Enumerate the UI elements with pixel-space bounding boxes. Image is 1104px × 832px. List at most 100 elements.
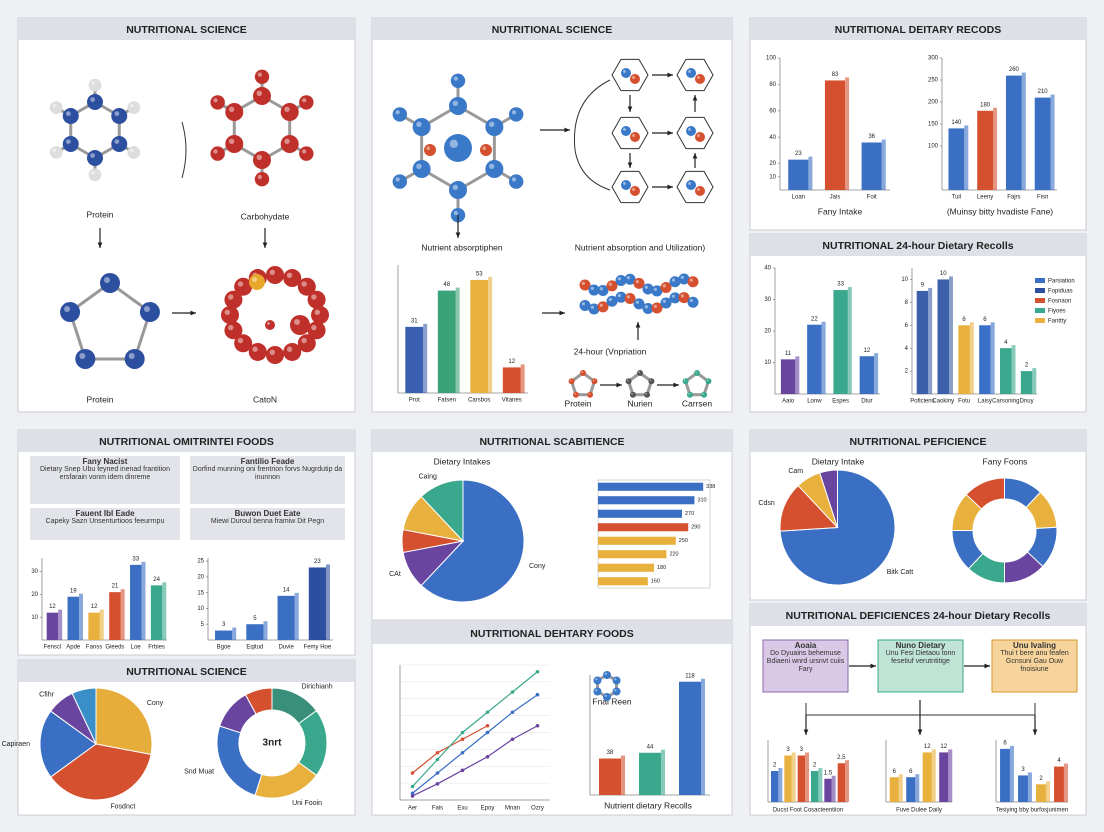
x-tick-label: Fais bbox=[432, 806, 443, 812]
label: Carbohydate bbox=[241, 211, 290, 221]
value-label: 33 bbox=[132, 556, 139, 562]
atom bbox=[660, 297, 672, 309]
atom-shine bbox=[511, 177, 517, 182]
atom-shine bbox=[257, 72, 262, 77]
atom bbox=[603, 671, 611, 679]
value-label: 6 bbox=[962, 317, 966, 323]
atom-shine bbox=[595, 689, 598, 692]
atom-shine bbox=[588, 392, 591, 395]
arrow-head bbox=[1032, 729, 1038, 735]
value-label: 2 bbox=[1039, 776, 1043, 782]
slice bbox=[420, 479, 525, 603]
atom bbox=[62, 136, 79, 152]
value-label: 260 bbox=[1009, 67, 1020, 73]
atom bbox=[444, 134, 472, 162]
text-box-text: Do Dyuains behemuse Bdiaeni wnrd ursnvt … bbox=[766, 650, 845, 673]
atom bbox=[392, 174, 408, 189]
bar-side bbox=[325, 564, 330, 640]
value-label: 270 bbox=[685, 511, 694, 517]
atom bbox=[687, 296, 699, 308]
atom-shine bbox=[286, 272, 293, 279]
bar bbox=[939, 752, 949, 802]
bar-side bbox=[141, 561, 146, 640]
x-tick-label: Prot bbox=[409, 398, 420, 404]
x-tick-label: Loe bbox=[131, 645, 142, 651]
atom bbox=[124, 348, 145, 369]
panel-title-bar bbox=[18, 18, 355, 40]
bar bbox=[824, 778, 832, 802]
bar bbox=[215, 630, 233, 640]
panel-title-bar bbox=[750, 604, 1086, 626]
atom bbox=[248, 342, 267, 361]
atom bbox=[606, 280, 618, 292]
atom-shine bbox=[252, 346, 258, 352]
arrow-head bbox=[667, 130, 673, 136]
atom-shine bbox=[604, 694, 607, 697]
bar bbox=[130, 564, 142, 640]
atom bbox=[651, 302, 663, 314]
arrow-head bbox=[692, 153, 698, 159]
value-label: 12 bbox=[91, 604, 98, 610]
atom bbox=[224, 290, 243, 309]
atom bbox=[485, 118, 504, 136]
atom bbox=[412, 160, 431, 178]
atom-shine bbox=[65, 139, 71, 145]
bar-side bbox=[845, 760, 849, 802]
line bbox=[412, 671, 538, 787]
x-tick-label: Gieeds bbox=[105, 645, 124, 651]
atom bbox=[597, 284, 609, 296]
atom bbox=[297, 334, 316, 353]
atom-shine bbox=[104, 277, 110, 283]
y-tick-label: 6 bbox=[905, 323, 909, 329]
atom-shine bbox=[623, 128, 626, 131]
atom-shine bbox=[395, 110, 400, 115]
atom bbox=[225, 103, 244, 121]
y-tick-label: 300 bbox=[928, 56, 939, 62]
arrow-head bbox=[97, 242, 103, 248]
bar bbox=[784, 755, 792, 802]
x-tick-label: Loan bbox=[792, 195, 805, 201]
caption: Fuve Dulee Daily bbox=[896, 808, 942, 814]
text-box-title: Nuno Dietary bbox=[895, 642, 946, 650]
value-label: 44 bbox=[647, 744, 654, 750]
atom bbox=[660, 281, 672, 293]
panel-title: NUTRITIONAL PEFICIENCE bbox=[850, 436, 987, 448]
atom-shine bbox=[511, 110, 517, 115]
x-tick-label: Ozry bbox=[531, 806, 544, 812]
value-label: 1.5 bbox=[824, 770, 833, 776]
x-tick-label: Fatsen bbox=[438, 398, 456, 404]
atom bbox=[572, 391, 579, 398]
bar bbox=[598, 536, 676, 545]
y-tick-label: 20 bbox=[197, 575, 204, 581]
bar-side bbox=[1027, 772, 1032, 802]
bar bbox=[150, 585, 163, 640]
x-tick-label: Epoy bbox=[481, 806, 495, 812]
atom-shine bbox=[695, 371, 697, 373]
atom-shine bbox=[590, 286, 594, 291]
atom-shine bbox=[689, 278, 693, 282]
atom bbox=[615, 291, 627, 303]
atom bbox=[210, 146, 225, 161]
arrow-head bbox=[190, 310, 196, 316]
atom-shine bbox=[129, 148, 134, 153]
atom bbox=[299, 95, 314, 110]
atom-shine bbox=[671, 278, 675, 282]
label: CatoN bbox=[253, 394, 277, 404]
y-tick-label: 100 bbox=[766, 56, 777, 62]
label: Nurien bbox=[627, 398, 652, 408]
atom-shine bbox=[91, 81, 95, 86]
value-label: 48 bbox=[443, 282, 450, 288]
atom bbox=[621, 180, 631, 190]
atom bbox=[424, 144, 436, 156]
bar-side bbox=[120, 589, 125, 640]
legend-label: Fopiduas bbox=[1048, 289, 1073, 295]
atom bbox=[686, 68, 696, 78]
atom bbox=[597, 301, 609, 313]
atom-shine bbox=[257, 174, 262, 180]
bar bbox=[837, 763, 845, 802]
text-box bbox=[190, 508, 345, 540]
bar-side bbox=[621, 755, 625, 795]
atom bbox=[579, 279, 591, 291]
text-box-text: Dietary Snep Ubu teyned inenad frantitio… bbox=[40, 466, 170, 481]
